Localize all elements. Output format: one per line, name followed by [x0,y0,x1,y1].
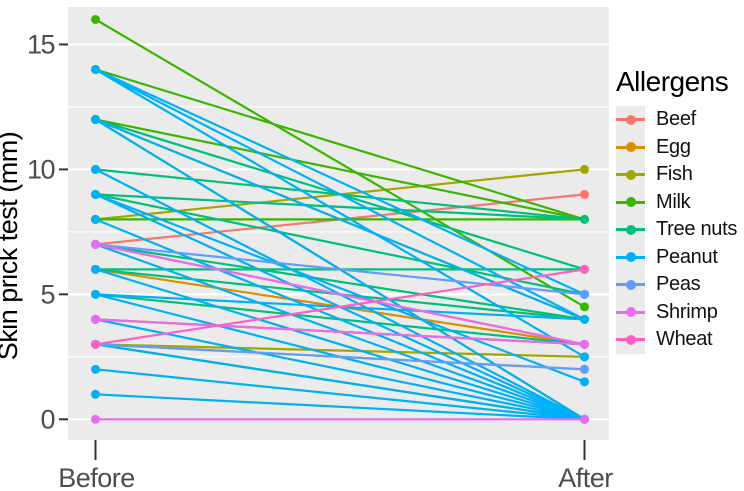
data-point-tree-nuts [580,214,589,224]
slope-line-peanut [95,68,585,296]
data-point-shrimp [580,414,589,424]
legend-item-egg: Egg [616,133,744,161]
data-point-peanut [91,364,100,374]
legend-title: Allergens [616,66,729,97]
legend-key-icon [616,106,645,134]
legend-key-dot [625,252,636,263]
y-axis-title: Skin prick test (mm) [0,132,23,361]
legend-item-fish: Fish [616,161,744,189]
legend-item-tree-nuts: Tree nuts [616,216,744,244]
legend-item-beef: Beef [616,106,744,134]
y-tick-labels: 0 5 10 15 [27,29,56,434]
data-point-milk [580,302,589,312]
legend-key-icon [616,298,645,326]
legend-key-icon [616,161,645,189]
data-point-peanut [91,289,100,299]
slope-line-shrimp [95,318,585,346]
slope-line-milk [95,68,585,221]
legend-item-milk: Milk [616,188,744,216]
legend-item-label: Beef [656,108,696,131]
legend-key-icon [616,188,645,216]
slope-line-milk [94,18,586,308]
data-point-peanut [91,64,100,74]
slope-line-tree-nuts [95,243,585,321]
data-point-shrimp [91,414,100,424]
slope-line-peanut [94,68,586,358]
legend-item-wheat: Wheat [616,326,744,354]
x-tick-label-after: After [558,463,613,491]
legend-item-shrimp: Shrimp [616,298,744,326]
slope-line-peanut [95,368,585,421]
data-point-wheat [580,264,589,274]
legend: Allergens Beef Egg Fish Milk Tree nuts Peanut… [616,66,744,354]
slope-line-shrimp [95,243,585,346]
data-point-peanut [91,214,100,224]
legend-key-icon [616,326,645,354]
legend-key-icon [616,216,645,244]
slope-line-peanut [95,268,585,421]
legend-key-dot [625,307,636,318]
data-point-beef [580,189,589,199]
data-point-peanut [580,377,589,387]
data-point-shrimp [580,339,589,349]
legend-item-label: Peanut [656,245,718,268]
data-point-peanut [580,314,589,324]
legend-item-peas: Peas [616,271,744,299]
legend-item-label: Wheat [656,328,713,351]
data-point-peanut [91,189,100,199]
legend-key-icon [616,243,645,271]
legend-key-dot [625,114,636,125]
legend-key-icon [616,271,645,299]
slope-lines [94,18,586,421]
legend-item-label: Milk [656,190,691,213]
legend-key-dot [625,279,636,290]
y-tick-label: 5 [40,279,54,309]
x-tick-labels: Before After [58,463,614,491]
legend-key-dot [625,334,636,345]
slope-line-fish [95,343,585,358]
legend-key-dot [625,142,636,153]
slope-line-peanut [95,343,585,421]
data-point-peanut [580,352,589,362]
slope-line-tree-nuts [95,193,585,221]
slope-line-peanut [95,318,585,421]
legend-item-label: Fish [656,163,693,186]
slope-line-peanut [95,393,585,421]
data-point-peas [580,289,589,299]
legend-item-label: Tree nuts [656,218,738,241]
data-point-shrimp [91,239,100,249]
x-tick-label-before: Before [58,463,135,491]
slope-line-peas [95,243,585,296]
data-point-peanut [91,264,100,274]
slope-line-peanut [94,68,586,321]
slope-line-wheat [95,268,585,346]
legend-key-dot [625,224,636,235]
legend-items: Beef Egg Fish Milk Tree nuts Peanut Peas Shrimp… [616,106,744,354]
data-point-wheat [91,339,100,349]
legend-key-dot [625,197,636,208]
slope-line-milk [95,118,585,221]
slope-line-peanut [95,193,585,383]
slope-line-peas [95,343,585,371]
data-point-shrimp [91,314,100,324]
y-tick-label: 15 [27,29,55,59]
legend-item-peanut: Peanut [616,243,744,271]
data-point-peanut [91,164,100,174]
legend-item-label: Shrimp [656,300,718,323]
legend-item-label: Egg [656,135,691,158]
data-point-milk [91,14,100,24]
legend-key-dot [625,169,636,180]
data-point-peanut [91,389,100,399]
data-point-peanut [91,114,100,124]
data-points [91,14,589,424]
y-tick-label: 10 [27,154,55,184]
y-tick-label: 0 [40,404,54,434]
legend-key-icon [616,133,645,161]
legend-item-label: Peas [656,273,701,296]
data-point-peas [580,364,589,374]
axis-ticks [59,43,586,460]
data-point-fish [580,164,589,174]
